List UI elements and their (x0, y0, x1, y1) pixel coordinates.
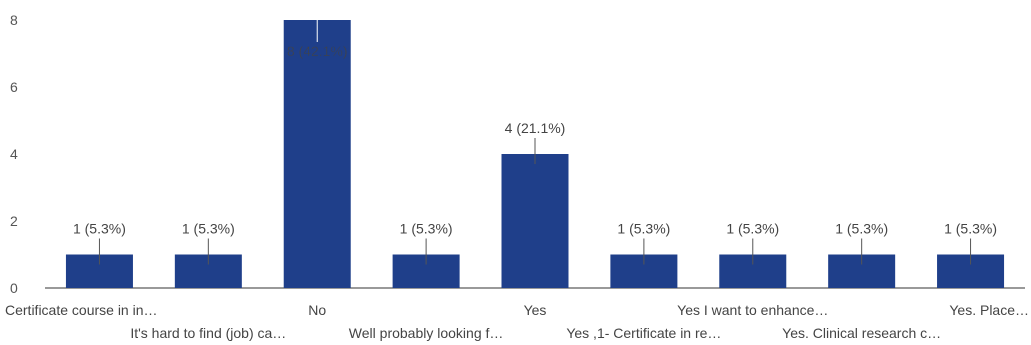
category-label: Certificate course in in… (5, 302, 158, 318)
data-labels-group: 1 (5.3%) 1 (5.3%) 8 (42.1%) 1 (5.3%) 4 (21.1… (73, 20, 997, 265)
data-label: 1 (5.3%) (182, 221, 235, 237)
y-tick-label: 4 (10, 146, 18, 162)
category-label: It's hard to find (job) ca… (130, 325, 286, 341)
category-labels-group: Certificate course in in… It's hard to fi… (5, 302, 1029, 341)
category-label: Yes I want to enhance… (677, 302, 828, 318)
data-label: 1 (5.3%) (835, 221, 888, 237)
y-tick-label: 0 (10, 280, 18, 296)
data-label: 1 (5.3%) (617, 221, 670, 237)
data-label: 1 (5.3%) (726, 221, 779, 237)
category-label: Yes (524, 302, 547, 318)
data-label: 4 (21.1%) (505, 120, 566, 136)
y-tick-label: 2 (10, 213, 18, 229)
y-tick-label: 8 (10, 12, 18, 28)
data-label: 1 (5.3%) (400, 221, 453, 237)
category-label: Yes ,1- Certificate in re… (566, 325, 721, 341)
data-label: 1 (5.3%) (944, 221, 997, 237)
bar (283, 20, 351, 288)
y-axis: 0 2 4 6 8 (10, 12, 18, 296)
data-label: 1 (5.3%) (73, 221, 126, 237)
data-label: 8 (42.1%) (287, 43, 348, 59)
bar (501, 154, 569, 288)
y-tick-label: 6 (10, 79, 18, 95)
category-label: Yes. Place… (949, 302, 1029, 318)
category-label: No (308, 302, 326, 318)
category-label: Yes. Clinical research c… (782, 325, 941, 341)
category-label: Well probably looking f… (349, 325, 504, 341)
